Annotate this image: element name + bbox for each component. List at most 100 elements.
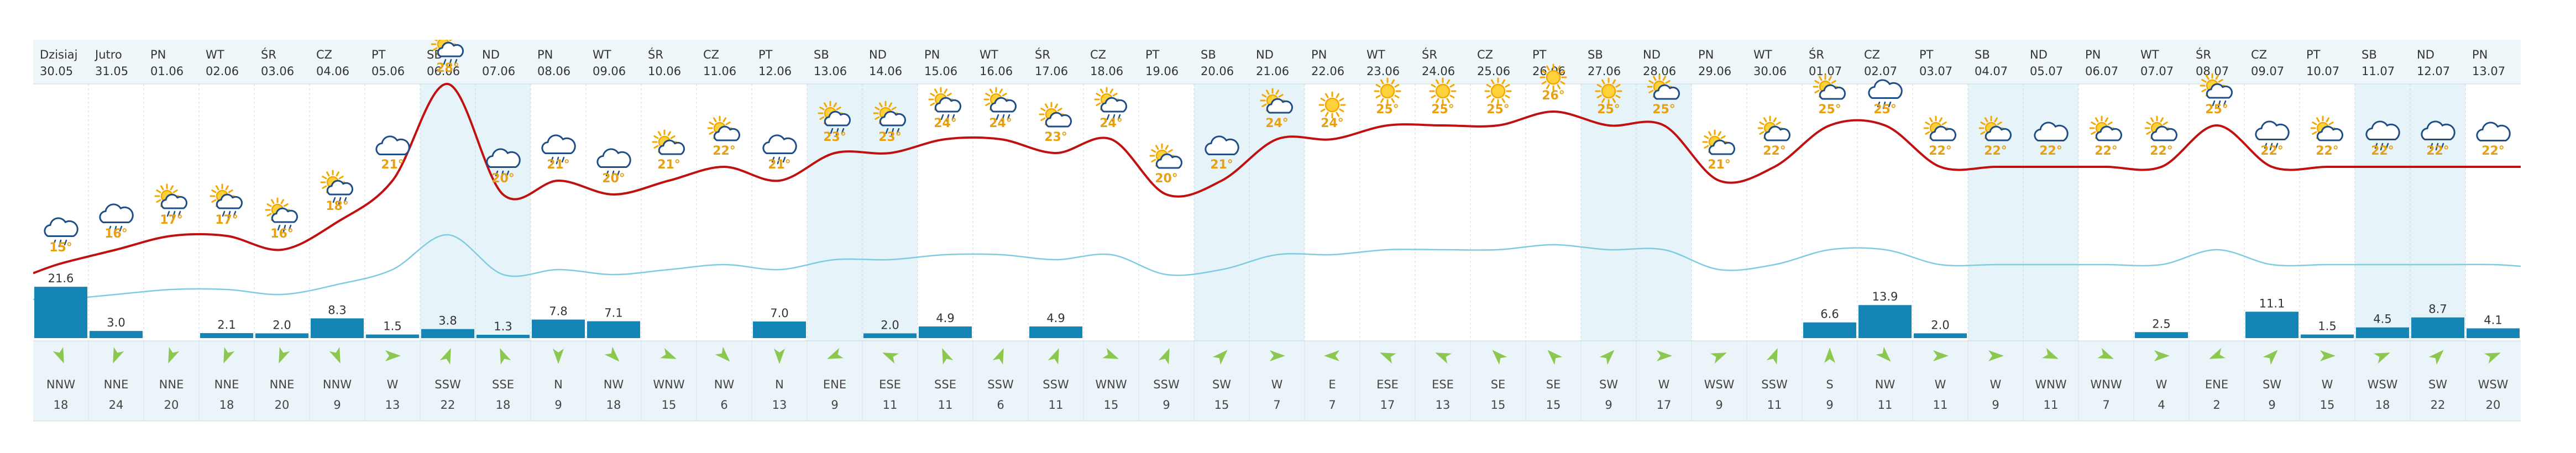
wind-speed: 7 — [2102, 398, 2109, 412]
day-date: 01.06 — [150, 65, 184, 78]
temperature-value: 22° — [1929, 144, 1952, 158]
precip-value: 7.1 — [604, 306, 622, 319]
precip-bar — [2301, 334, 2354, 338]
day-date: 19.06 — [1145, 65, 1179, 78]
temperature-value: 17° — [160, 213, 183, 227]
temperature-value: 25° — [1431, 103, 1454, 117]
day-date: 07.07 — [2140, 65, 2174, 78]
wind-direction: SW — [1212, 378, 1231, 391]
wind-speed: 15 — [1546, 398, 1561, 412]
day-name: WT — [1753, 48, 1772, 61]
precip-bar — [587, 321, 640, 338]
wind-direction: W — [387, 378, 399, 391]
wind-direction: NNE — [104, 378, 129, 391]
day-name: PN — [1311, 48, 1327, 61]
wind-direction: NNE — [270, 378, 295, 391]
wind-arrow-icon — [168, 347, 180, 364]
sun-cloud-rain-icon — [154, 183, 187, 219]
day-date: 31.05 — [95, 65, 128, 78]
wind-direction: ESE — [879, 378, 901, 391]
temperature-value: 16° — [270, 227, 294, 241]
day-name: PT — [1532, 48, 1547, 61]
precip-bar — [200, 333, 253, 338]
day-date: 13.06 — [814, 65, 847, 78]
day-date: 08.06 — [537, 65, 570, 78]
wind-direction: NW — [1875, 378, 1896, 391]
day-date: 09.07 — [2251, 65, 2284, 78]
day-date: 06.06 — [427, 65, 460, 78]
wind-speed: 15 — [1104, 398, 1119, 412]
temperature-value: 24° — [1099, 117, 1123, 130]
sun-cloud-icon — [2089, 115, 2122, 141]
wind-direction: SSW — [434, 378, 461, 391]
wind-arrow-icon — [1766, 348, 1778, 365]
wind-arrow-icon — [1212, 350, 1228, 365]
wind-speed: 13 — [1436, 398, 1451, 412]
temperature-value: 22° — [2426, 144, 2449, 158]
temperature-value: 24° — [989, 117, 1012, 130]
sun-cloud-icon — [1923, 115, 1956, 141]
precip-value: 4.9 — [1046, 312, 1065, 325]
temperature-value: 24° — [934, 117, 957, 130]
wind-speed: 9 — [1605, 398, 1612, 412]
day-date: 17.06 — [1035, 65, 1068, 78]
day-date: 16.06 — [980, 65, 1013, 78]
weekend-column — [1194, 84, 1249, 341]
wind-arrow-icon — [2263, 350, 2278, 365]
precip-bar — [421, 329, 474, 338]
wind-speed: 4 — [2158, 398, 2165, 412]
day-name: PT — [758, 48, 773, 61]
wind-arrow-icon — [992, 348, 1004, 365]
day-name: PN — [2085, 48, 2101, 61]
wind-direction: N — [554, 378, 563, 391]
day-name: Jutro — [94, 48, 122, 61]
precip-value: 2.0 — [881, 318, 899, 331]
temperature-value: 25° — [1597, 103, 1620, 117]
temperature-value: 25° — [1873, 103, 1897, 117]
wind-arrow-icon — [223, 347, 235, 364]
wind-arrow-icon — [1933, 350, 1949, 361]
wind-arrow-icon — [329, 347, 341, 364]
temperature-value: 22° — [1763, 144, 1786, 158]
day-date: 30.06 — [1753, 65, 1787, 78]
temperature-value: 24° — [1321, 117, 1344, 130]
sun-icon — [1374, 77, 1401, 105]
precip-value: 4.5 — [2373, 313, 2391, 326]
sun-cloud-icon — [1978, 115, 2012, 141]
wind-arrow-icon — [827, 347, 844, 359]
wind-arrow-icon — [2042, 347, 2059, 359]
wind-direction: W — [1658, 378, 1670, 391]
cloud-rain-icon — [596, 148, 631, 178]
wind-speed: 11 — [883, 398, 898, 412]
day-date: 05.06 — [371, 65, 405, 78]
day-name: PN — [1698, 48, 1714, 61]
wind-arrow-icon — [2484, 352, 2501, 364]
wind-speed: 20 — [275, 398, 290, 412]
temperature-line — [33, 83, 2521, 275]
wind-arrow-icon — [1492, 350, 1507, 365]
precip-bar — [2135, 332, 2188, 338]
temperature-value: 21° — [381, 158, 404, 172]
precip-bar — [90, 331, 143, 338]
day-date: 25.06 — [1477, 65, 1510, 78]
day-date: 30.05 — [40, 65, 73, 78]
cloud-rain-icon — [44, 217, 78, 247]
temperature-value: 22° — [2371, 144, 2394, 158]
wind-arrow-icon — [774, 349, 785, 364]
wind-arrow-icon — [882, 352, 899, 364]
wind-speed: 18 — [54, 398, 69, 412]
precip-value: 2.5 — [2152, 317, 2170, 330]
wind-direction: WNW — [2035, 378, 2066, 391]
day-date: 07.06 — [482, 65, 515, 78]
wind-direction: SSW — [1761, 378, 1788, 391]
precip-value: 1.5 — [2318, 320, 2336, 333]
temperature-value: 25° — [2205, 103, 2228, 117]
weekend-column — [1249, 84, 1305, 341]
wind-speed: 18 — [2375, 398, 2390, 412]
precip-value: 3.0 — [107, 316, 125, 329]
cloud-rain-icon — [541, 134, 576, 165]
cloud-icon — [1205, 135, 1239, 155]
weekend-column — [1968, 84, 2023, 341]
precip-bar — [477, 335, 530, 338]
sun-cloud-icon — [652, 129, 685, 155]
